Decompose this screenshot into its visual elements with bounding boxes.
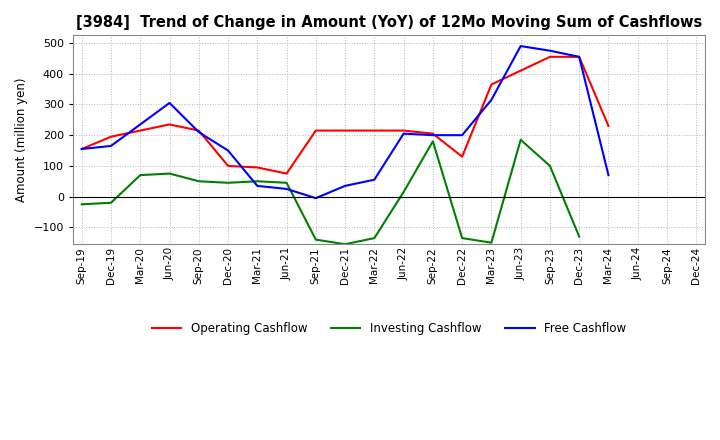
Free Cashflow	[428, 132, 437, 138]
Operating Cashflow	[428, 131, 437, 136]
Operating Cashflow	[282, 171, 291, 176]
Operating Cashflow	[546, 54, 554, 59]
Free Cashflow	[516, 44, 525, 49]
Free Cashflow	[224, 148, 233, 153]
Investing Cashflow	[341, 242, 349, 247]
Free Cashflow	[341, 183, 349, 188]
Free Cashflow	[370, 177, 379, 182]
Investing Cashflow	[78, 202, 86, 207]
Investing Cashflow	[400, 189, 408, 194]
Investing Cashflow	[136, 172, 145, 178]
Free Cashflow	[282, 186, 291, 191]
Operating Cashflow	[516, 68, 525, 73]
Operating Cashflow	[194, 128, 203, 133]
Free Cashflow	[253, 183, 261, 188]
Operating Cashflow	[312, 128, 320, 133]
Free Cashflow	[194, 129, 203, 135]
Operating Cashflow	[575, 54, 583, 59]
Line: Free Cashflow: Free Cashflow	[82, 46, 608, 198]
Investing Cashflow	[546, 163, 554, 169]
Free Cashflow	[458, 132, 467, 138]
Free Cashflow	[136, 122, 145, 127]
Operating Cashflow	[136, 128, 145, 133]
Free Cashflow	[165, 100, 174, 106]
Investing Cashflow	[312, 237, 320, 242]
Operating Cashflow	[224, 163, 233, 169]
Free Cashflow	[604, 172, 613, 178]
Free Cashflow	[400, 131, 408, 136]
Investing Cashflow	[253, 179, 261, 184]
Line: Operating Cashflow: Operating Cashflow	[82, 57, 608, 173]
Operating Cashflow	[400, 128, 408, 133]
Y-axis label: Amount (million yen): Amount (million yen)	[15, 77, 28, 202]
Investing Cashflow	[516, 137, 525, 143]
Free Cashflow	[78, 147, 86, 152]
Legend: Operating Cashflow, Investing Cashflow, Free Cashflow: Operating Cashflow, Investing Cashflow, …	[147, 317, 631, 339]
Title: [3984]  Trend of Change in Amount (YoY) of 12Mo Moving Sum of Cashflows: [3984] Trend of Change in Amount (YoY) o…	[76, 15, 702, 30]
Investing Cashflow	[282, 180, 291, 185]
Operating Cashflow	[604, 123, 613, 128]
Operating Cashflow	[107, 134, 115, 139]
Operating Cashflow	[165, 122, 174, 127]
Investing Cashflow	[224, 180, 233, 185]
Operating Cashflow	[458, 154, 467, 159]
Operating Cashflow	[78, 147, 86, 152]
Free Cashflow	[487, 97, 495, 103]
Operating Cashflow	[253, 165, 261, 170]
Investing Cashflow	[487, 240, 495, 246]
Free Cashflow	[575, 54, 583, 59]
Free Cashflow	[546, 48, 554, 53]
Investing Cashflow	[458, 235, 467, 241]
Operating Cashflow	[370, 128, 379, 133]
Investing Cashflow	[428, 139, 437, 144]
Investing Cashflow	[194, 179, 203, 184]
Investing Cashflow	[575, 234, 583, 239]
Investing Cashflow	[165, 171, 174, 176]
Free Cashflow	[312, 195, 320, 201]
Operating Cashflow	[341, 128, 349, 133]
Line: Investing Cashflow: Investing Cashflow	[82, 140, 579, 244]
Operating Cashflow	[487, 82, 495, 87]
Investing Cashflow	[370, 235, 379, 241]
Investing Cashflow	[107, 200, 115, 205]
Free Cashflow	[107, 143, 115, 149]
